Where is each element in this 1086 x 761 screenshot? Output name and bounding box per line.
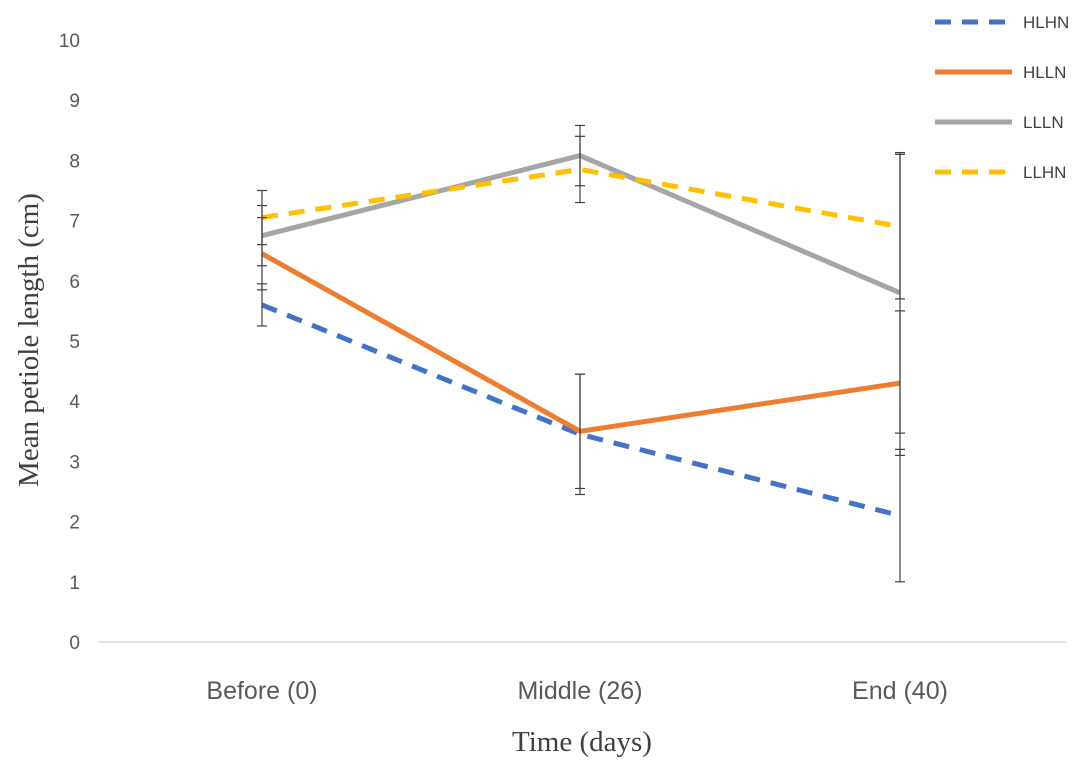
legend-item-hlhn: HLHN <box>935 13 1069 32</box>
legend-item-llln: LLLN <box>935 113 1064 132</box>
y-tick-label: 3 <box>69 452 80 473</box>
x-axis-title: Time (days) <box>512 726 652 758</box>
y-tick-label: 5 <box>69 332 80 353</box>
y-tick-label: 10 <box>59 31 80 52</box>
y-axis-title: Mean petiole length (cm) <box>13 193 45 487</box>
legend-label: HLHN <box>1023 13 1069 32</box>
y-tick-label: 4 <box>69 392 80 413</box>
error-bar-llhn <box>575 135 585 204</box>
legend: HLHN HLLN LLLN LLHN <box>935 13 1069 182</box>
series-line-llhn <box>261 166 901 230</box>
legend-item-hlln: HLLN <box>935 63 1066 82</box>
error-bar-llhn <box>257 189 267 246</box>
y-tick-label: 9 <box>69 91 80 112</box>
legend-label: HLLN <box>1023 63 1066 82</box>
series-lines <box>260 153 901 519</box>
x-category-label: End (40) <box>852 677 948 705</box>
series-line-hlhn <box>261 302 901 519</box>
y-tick-label: 1 <box>69 573 80 594</box>
series-line-llln <box>261 153 901 296</box>
x-category-label: Before (0) <box>206 677 317 705</box>
error-bar-hlhn <box>895 448 905 583</box>
y-tick-label: 8 <box>69 151 80 172</box>
error-bar-llhn <box>895 153 905 300</box>
error-bar-hlln <box>575 373 585 490</box>
y-tick-label: 0 <box>69 633 80 654</box>
x-category-label: Middle (26) <box>517 677 642 705</box>
y-tick-label: 6 <box>69 272 80 293</box>
x-axis-categories: Before (0) Middle (26) End (40) <box>206 677 948 705</box>
y-tick-label: 2 <box>69 513 80 534</box>
legend-label: LLLN <box>1023 113 1064 132</box>
error-bars <box>257 124 905 583</box>
y-axis-ticks: 0 1 2 3 4 5 6 7 8 9 10 <box>59 31 81 654</box>
legend-label: LLHN <box>1023 163 1066 182</box>
y-tick-label: 7 <box>69 212 80 233</box>
legend-item-llhn: LLHN <box>935 163 1066 182</box>
series-line-hlln <box>260 251 901 434</box>
